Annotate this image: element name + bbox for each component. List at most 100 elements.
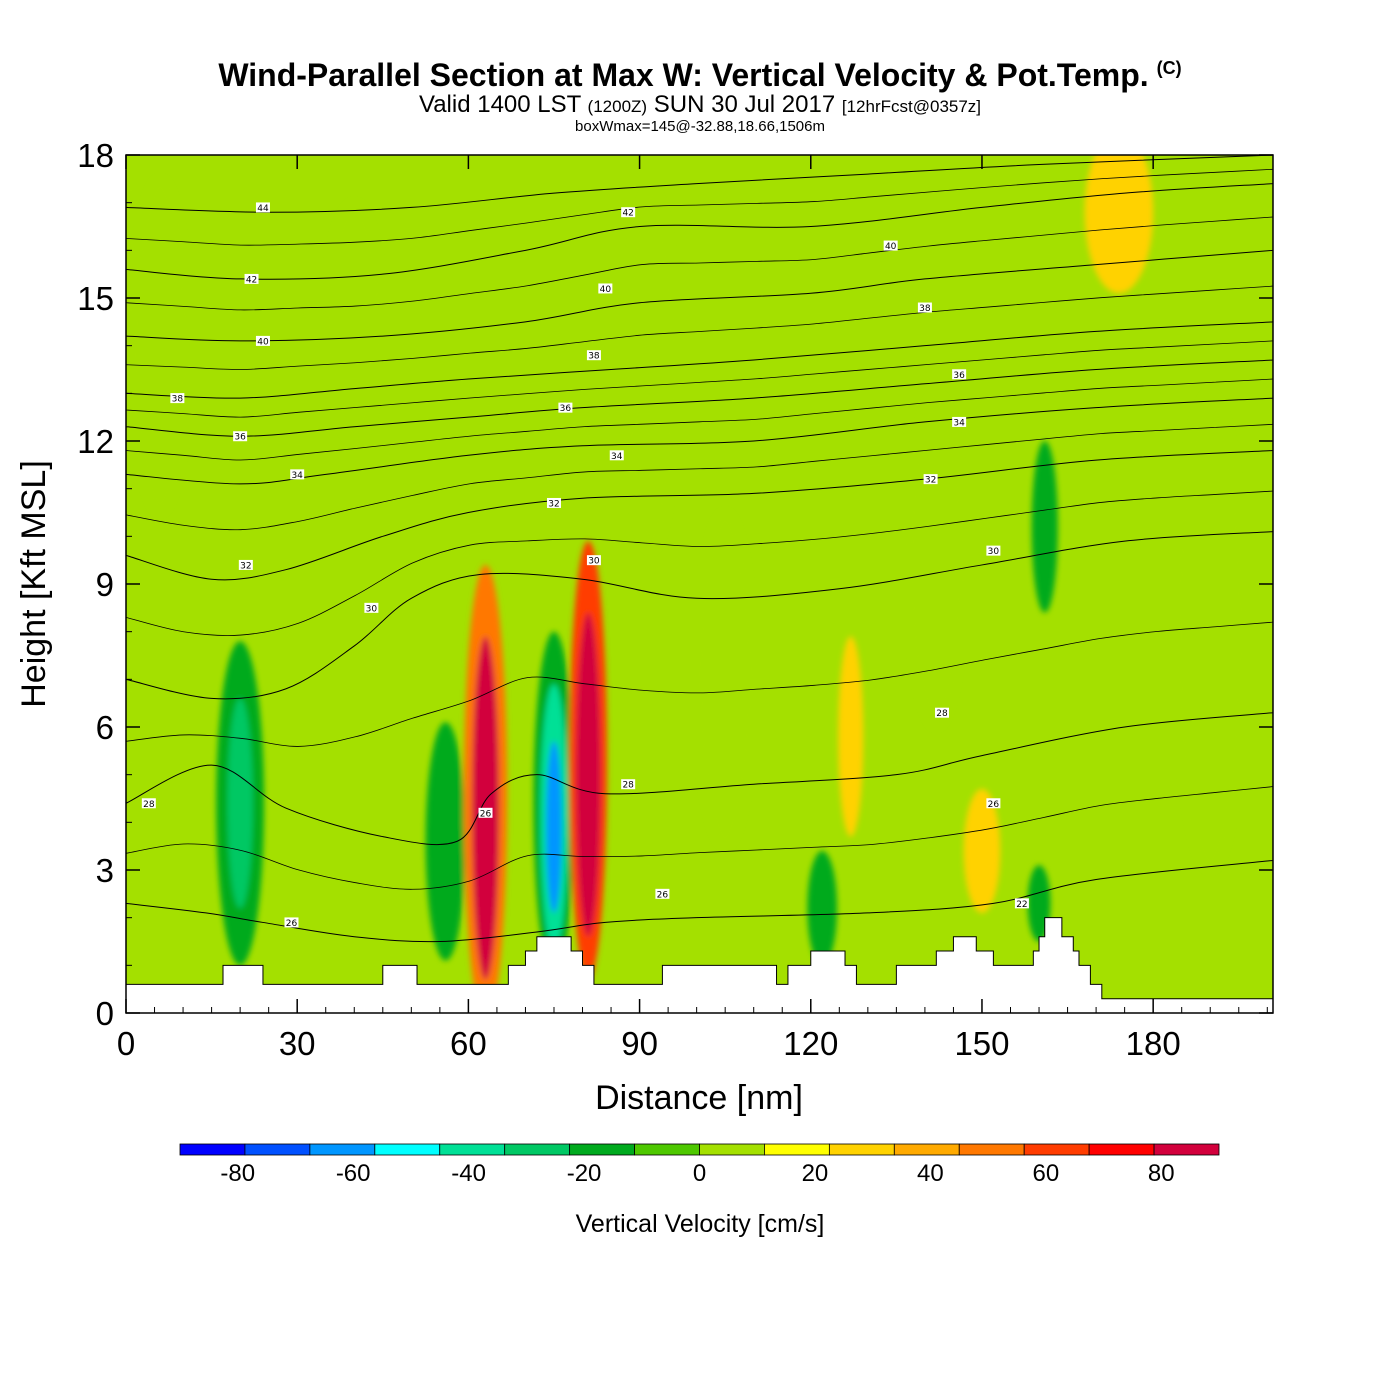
- contour-label: 26: [284, 917, 299, 929]
- theta-contour-line: [126, 155, 1273, 213]
- contour-label-text: 36: [560, 404, 572, 414]
- colorbar-tick-label: -20: [567, 1160, 602, 1187]
- theta-contour-line: [126, 450, 1273, 581]
- colorbar-tick-label: -40: [451, 1160, 486, 1187]
- y-tick-label: 12: [77, 423, 114, 460]
- contour-label-text: 30: [366, 604, 378, 614]
- contour-label: 26: [478, 807, 493, 819]
- theta-contour-line: [126, 249, 1273, 342]
- velocity-cell: [131, 178, 189, 513]
- velocity-cell: [907, 393, 965, 727]
- theta-contour-line: [126, 621, 1273, 747]
- valid-utc: (1200Z): [587, 97, 648, 116]
- contour-label-box: [883, 240, 898, 251]
- contour-label: 34: [290, 469, 305, 481]
- contour-label: 38: [917, 302, 932, 314]
- contour-label: 36: [233, 431, 248, 443]
- contour-label-box: [986, 545, 1001, 556]
- terrain-mask: [126, 917, 1273, 1013]
- x-tick-label: 60: [450, 1025, 487, 1062]
- colorbar-swatch: [1023, 1143, 1090, 1156]
- colorbar-swatch: [1153, 1143, 1220, 1156]
- contour-label: 42: [244, 273, 259, 285]
- contour-label-box: [170, 393, 185, 404]
- theta-contour-line: [126, 285, 1273, 370]
- contour-label: 36: [952, 369, 967, 381]
- contour-label-text: 40: [885, 242, 897, 252]
- contour-label: 30: [986, 545, 1001, 557]
- contour-label-text: 34: [611, 452, 623, 462]
- contour-label-box: [621, 779, 636, 790]
- contour-label-box: [935, 707, 950, 718]
- contour-label-text: 34: [953, 418, 965, 428]
- colorbar-swatch: [504, 1143, 571, 1156]
- colorbar-swatch: [893, 1143, 960, 1156]
- contour-label: 30: [586, 555, 601, 567]
- velocity-cell: [807, 850, 838, 966]
- contour-label-text: 38: [588, 352, 600, 362]
- contour-label: 44: [255, 202, 270, 214]
- contour-label: 34: [609, 450, 624, 462]
- contour-label-box: [558, 402, 573, 413]
- contour-label-box: [923, 474, 938, 485]
- contour-label: 30: [364, 602, 379, 614]
- contour-label: 42: [621, 207, 636, 219]
- contour-label: 32: [923, 474, 938, 486]
- velocity-cell: [963, 788, 1001, 913]
- velocity-cell: [545, 741, 562, 913]
- contour-label-box: [290, 469, 305, 480]
- y-axis-title: Height [Kft MSL]: [15, 460, 53, 708]
- colorbar-swatch: [569, 1143, 635, 1156]
- contour-label-box: [609, 450, 624, 461]
- colorbar-swatch: [828, 1143, 895, 1156]
- contour-label-box: [621, 207, 636, 218]
- colorbar-swatch: [1088, 1143, 1155, 1156]
- theta-contour-line: [126, 359, 1273, 437]
- colorbar-swatch: [374, 1143, 441, 1156]
- contour-label-text: 32: [240, 561, 251, 571]
- contour-label-text: 42: [246, 275, 257, 285]
- velocity-cell: [581, 679, 596, 890]
- contour-label-box: [655, 888, 670, 899]
- contour-label-box: [917, 302, 932, 313]
- contour-label: 26: [986, 798, 1001, 810]
- contour-label-box: [238, 559, 253, 570]
- contour-label: 28: [621, 779, 636, 791]
- contour-label-box: [255, 335, 270, 346]
- contour-label: 28: [935, 707, 950, 719]
- contour-label: 32: [238, 559, 253, 571]
- chart-title-text: Wind-Parallel Section at Max W: Vertical…: [218, 57, 1149, 93]
- y-tick-label: 0: [96, 995, 114, 1032]
- contour-label: 36: [558, 402, 573, 414]
- colorbar: -80 -60 -40 -20 0 20 40 60 80: [179, 1143, 1220, 1187]
- contour-label-text: 36: [953, 371, 965, 381]
- colorbar-swatch: [634, 1143, 700, 1156]
- contour-label-text: 38: [172, 395, 184, 405]
- contour-label-text: 26: [480, 809, 492, 819]
- theta-contour-line: [126, 712, 1273, 846]
- x-axis: 0 30 60 90 120 150 180: [117, 155, 1268, 1062]
- box-info: boxWmax=145@-32.88,18.66,1506m: [575, 118, 825, 135]
- y-tick-label: 3: [96, 852, 114, 889]
- colorbar-tick-label: 80: [1148, 1160, 1175, 1187]
- contour-label-text: 44: [257, 204, 269, 214]
- theta-contour-line: [126, 490, 1273, 636]
- contour-label-text: 22: [1016, 900, 1027, 910]
- contour-label-box: [141, 798, 156, 809]
- contour-label: 28: [141, 798, 156, 810]
- contour-label: 22: [1014, 898, 1029, 910]
- x-axis-title: Distance [nm]: [595, 1079, 803, 1117]
- colorbar-swatch: [309, 1143, 376, 1156]
- theta-contour-line: [126, 423, 1273, 531]
- colorbar-tick-label: -60: [336, 1160, 371, 1187]
- contour-label: 34: [952, 416, 967, 428]
- chart-subtitle: Valid 1400 LST (1200Z) SUN 30 Jul 2017 […: [0, 93, 1400, 119]
- contour-label-text: 36: [234, 433, 246, 443]
- colorbar-swatch: [179, 1143, 246, 1156]
- y-tick-label: 15: [77, 280, 114, 317]
- contour-label-text: 26: [657, 890, 669, 900]
- velocity-cell: [838, 636, 864, 837]
- x-tick-label: 180: [1126, 1025, 1181, 1062]
- contour-label-box: [598, 283, 613, 294]
